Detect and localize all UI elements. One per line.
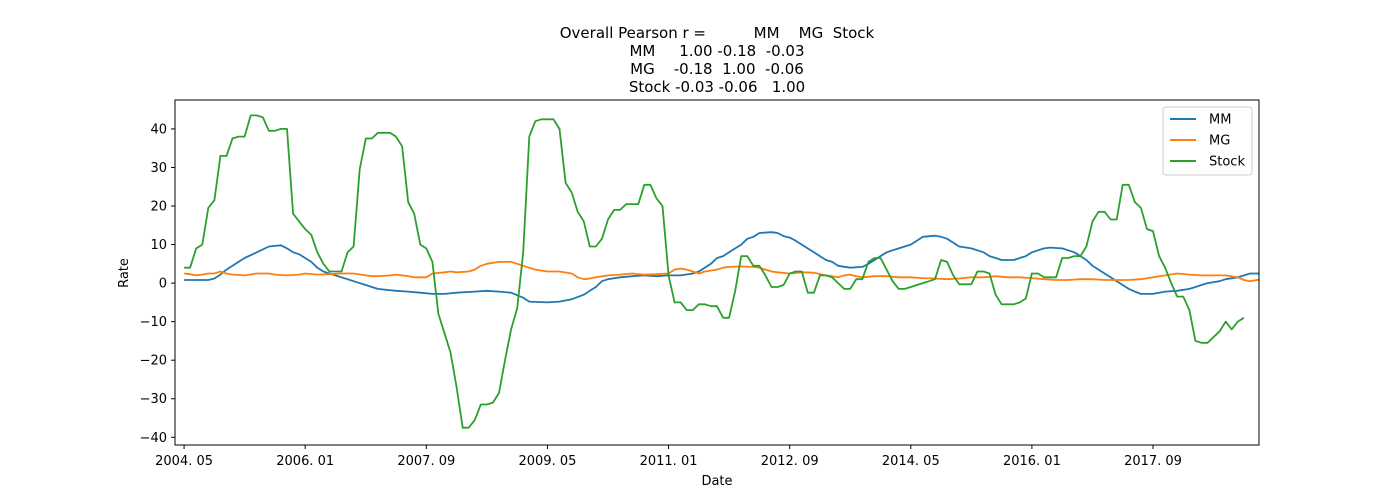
y-axis-label: Rate <box>117 258 132 288</box>
legend: MM MG Stock <box>1162 106 1253 176</box>
legend-box <box>1162 106 1253 176</box>
y-tick-label: −30 <box>140 392 167 407</box>
y-tick-label: 20 <box>150 200 167 215</box>
y-tick-label: −10 <box>140 315 167 330</box>
legend-label-mg: MG <box>1209 134 1230 149</box>
series-line-mg <box>183 261 1259 283</box>
chart-title-line-1: Overall Pearson r = MM MG Stock <box>559 24 875 42</box>
y-tick-label: −20 <box>140 354 167 369</box>
x-tick-label: 2004. 05 <box>155 454 213 469</box>
chart-title-line-3: MG -0.18 1.00 -0.06 <box>630 60 804 78</box>
x-tick-label: 2017. 09 <box>1124 454 1182 469</box>
legend-items: MM MG Stock <box>1170 113 1245 170</box>
y-tick-label: 30 <box>150 161 167 176</box>
x-tick-label: 2014. 05 <box>882 454 940 469</box>
series-layer <box>183 114 1259 429</box>
x-tick-label: 2006. 01 <box>276 454 334 469</box>
chart-title-line-2: MM 1.00 -0.18 -0.03 <box>629 42 805 60</box>
series-line-mm <box>184 231 1259 304</box>
x-tick-label: 2016. 01 <box>1003 454 1061 469</box>
x-tick-label: 2012. 09 <box>761 454 819 469</box>
series-line-stock <box>184 114 1245 429</box>
legend-label-stock: Stock <box>1209 155 1245 170</box>
y-tick-label: 0 <box>159 277 167 292</box>
x-tick-label: 2007. 09 <box>397 454 455 469</box>
y-tick-label: 10 <box>150 238 167 253</box>
plot-frame <box>174 99 1260 446</box>
x-axis-label: Date <box>701 474 732 489</box>
y-axis: −40 −30 −20 −10 0 10 20 30 40 <box>140 122 175 446</box>
chart-title: Overall Pearson r = MM MG Stock MM 1.00 … <box>0 24 1400 96</box>
x-tick-label: 2011. 01 <box>640 454 698 469</box>
x-tick-label: 2009. 05 <box>518 454 576 469</box>
y-tick-label: −40 <box>140 431 167 446</box>
chart-title-line-4: Stock -0.03 -0.06 1.00 <box>628 78 806 96</box>
y-tick-label: 40 <box>150 122 167 137</box>
x-axis: 2004. 05 2006. 01 2007. 09 2009. 05 2011. 01… <box>155 445 1182 469</box>
legend-label-mm: MM <box>1209 113 1231 128</box>
